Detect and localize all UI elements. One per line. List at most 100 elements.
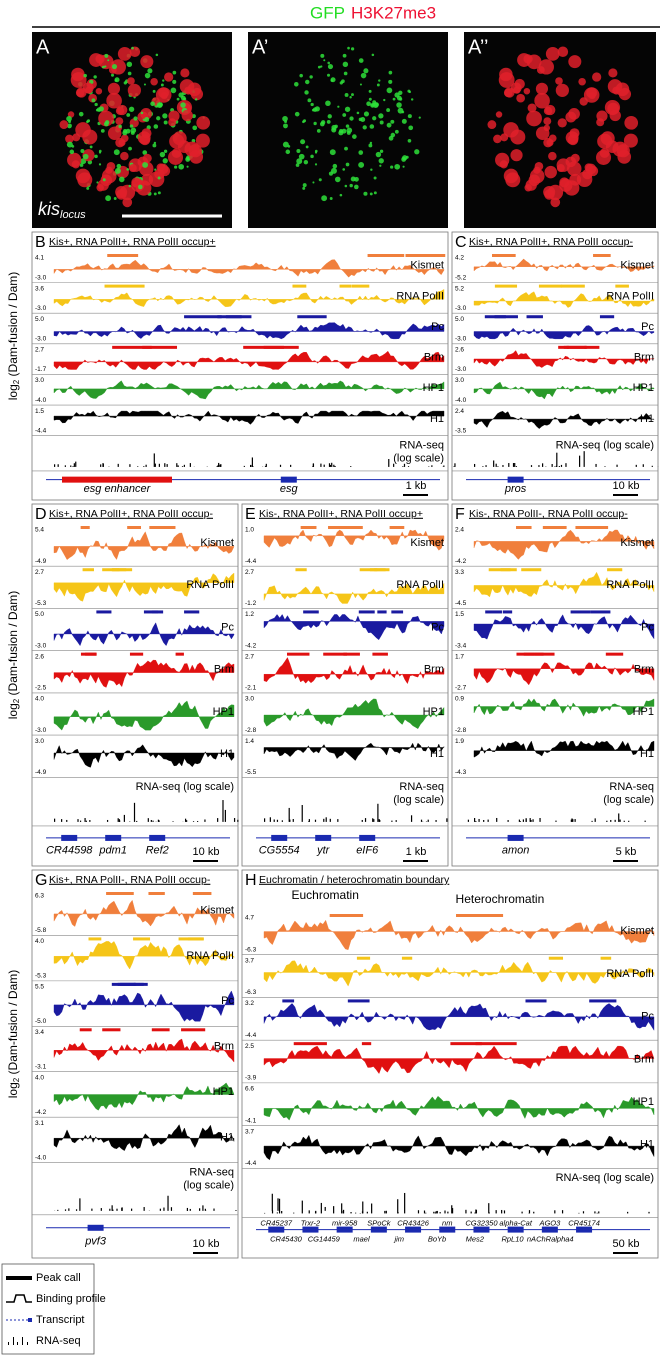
y-label-prefix: log [6,1082,20,1098]
track-min: -5.8 [35,927,47,934]
green-signal [389,71,393,75]
track-min: -3.0 [455,305,467,312]
green-signal [96,109,99,112]
green-signal [162,113,167,118]
binding-profile [474,615,654,639]
rnaseq-label: RNA-seq [399,781,444,793]
green-signal [282,116,288,122]
rnaseq-bar [75,462,76,467]
rnaseq-bar [202,1205,203,1210]
rnaseq-bar [193,821,194,822]
binding-profile [264,1003,654,1030]
rnaseq-bar [610,820,611,822]
rnaseq-bar [152,821,153,822]
green-signal [180,102,186,108]
green-signal [351,47,354,50]
image-label: A [36,36,50,58]
exon [315,835,331,841]
rnaseq-bar [482,466,483,467]
rnaseq-bar [129,464,130,467]
green-signal [349,116,353,120]
red-signal [571,154,580,163]
rnaseq-bar [54,819,55,822]
figure: GFP H3K27me3 AkislocusA’A’’log2 (Dam-fus… [0,0,660,1358]
rnaseq-bar [475,821,476,822]
green-signal [327,74,330,77]
y-axis-label: log2 (Dam-fusion / Dam) [6,970,21,1099]
rnaseq-bar [272,1194,273,1211]
green-signal [126,113,130,117]
peak-call [495,285,517,288]
panel-label: E [245,506,256,523]
green-signal [342,113,346,117]
panel-title: Kis+, RNA PolII-, RNA PolII occup- [49,874,211,886]
peak-call [176,653,184,656]
peak-call [350,526,363,529]
track-max: 5.0 [35,316,44,323]
rnaseq-bar [250,466,251,467]
green-signal [337,106,339,108]
track-max: 3.0 [35,738,44,745]
exon [88,1225,104,1231]
exon [105,835,121,841]
green-signal [156,116,160,120]
rnaseq-bar [604,466,605,467]
green-signal [114,197,117,200]
rnaseq-bar [397,1199,398,1213]
rnaseq-bar [186,820,187,822]
green-signal [129,185,132,188]
peak-call [450,1042,481,1045]
green-signal [380,150,383,153]
legend-label: Peak call [36,1272,81,1284]
rnaseq-bar [350,1212,351,1213]
green-signal [378,79,380,81]
green-signal [354,177,359,182]
rnaseq-bar [320,464,321,467]
rnaseq-bar [154,453,155,466]
peak-call [606,653,623,656]
rnaseq-bar [176,463,177,467]
green-signal [408,125,413,130]
green-signal [117,164,122,169]
track-name: H1 [430,748,444,760]
peak-call [549,957,563,960]
red-signal [568,135,579,146]
track-min: -4.0 [35,1154,47,1161]
legend-icon [22,1337,23,1345]
gene-label: mir-958 [332,1218,358,1227]
green-signal [386,108,390,112]
enhancer [62,477,172,483]
green-signal [328,64,333,69]
red-signal [559,177,569,187]
track-name: Pc [431,621,444,633]
peak-call [184,315,222,318]
binding-profile [264,920,654,949]
track-min: -3.5 [455,427,467,434]
green-signal [152,144,156,148]
green-signal [393,98,396,101]
rnaseq-bar [562,1210,563,1213]
green-signal [344,72,348,76]
rnaseq-bar [190,463,191,467]
rnaseq-bar [264,818,265,822]
rnaseq-bar [324,465,325,467]
green-signal [94,103,97,106]
green-signal [114,149,120,155]
rnaseq-bar [555,821,556,822]
gene-label: pros [504,483,527,495]
red-signal [596,118,604,126]
green-signal [115,79,118,82]
rnaseq-bar [124,815,125,822]
red-signal [568,55,581,68]
green-signal [333,164,338,169]
green-signal [296,163,300,167]
image-label: A’’ [468,36,488,58]
rnaseq-bar [465,1210,466,1214]
red-signal [516,94,525,103]
red-signal [568,108,580,120]
binding-profile [54,411,444,424]
rnaseq-bar [159,464,160,467]
rnaseq-bar [272,1210,273,1213]
green-signal [402,111,405,114]
rnaseq-bar [474,818,475,822]
